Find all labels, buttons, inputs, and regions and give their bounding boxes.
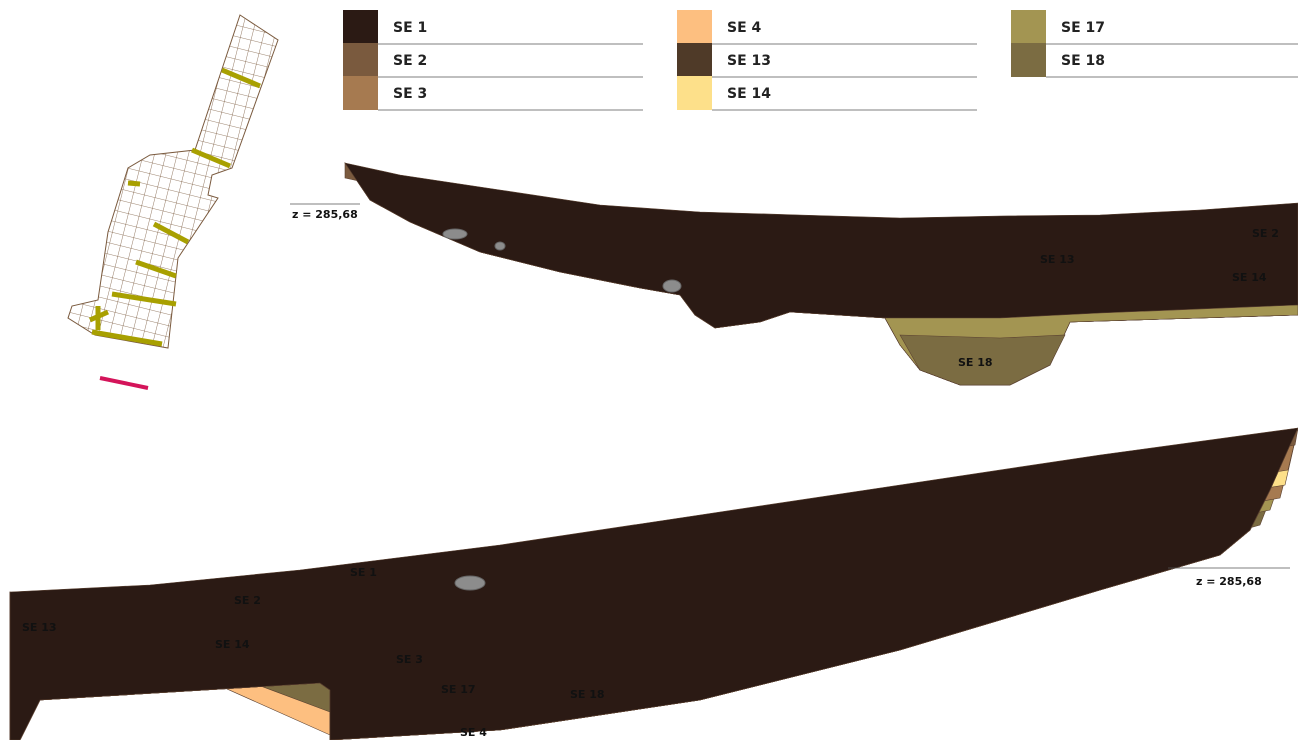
site-plan	[67, 14, 279, 390]
stone	[494, 241, 506, 251]
stone	[662, 279, 682, 293]
layer-label: SE 18	[958, 356, 993, 369]
layer-label: SE 1	[350, 566, 377, 579]
legend-swatch	[677, 76, 712, 110]
layer	[344, 162, 1298, 386]
elevation-label: z = 285,68	[292, 208, 358, 221]
legend-label: SE 14	[727, 86, 771, 102]
legend-label: SE 13	[727, 53, 771, 69]
layer-label: SE 14	[215, 638, 250, 651]
layer-label: SE 18	[570, 688, 605, 701]
stone	[442, 228, 468, 240]
layer-label: SE 17	[441, 683, 476, 696]
legend-swatch	[343, 10, 378, 44]
layer-label: SE 2	[234, 594, 261, 607]
legend-label: SE 3	[393, 86, 427, 102]
elevation-label: z = 285,68	[1196, 575, 1262, 588]
layer-label: SE 14	[1232, 271, 1267, 284]
layer-label: SE 3	[396, 653, 423, 666]
legend-swatch	[1011, 43, 1046, 77]
legend-swatch	[1011, 10, 1046, 44]
trenches	[88, 67, 261, 347]
legend-swatch	[677, 43, 712, 77]
section-2: z = 285,68 SE 1 SE 2 SE 13 SE 14 SE 3 SE 17 SE …	[9, 427, 1298, 741]
legend-swatch	[343, 76, 378, 110]
section-1: z = 285,68 SE 2 SE 13 SE 14 SE 18	[290, 162, 1298, 386]
legend-label: SE 18	[1061, 53, 1105, 69]
layer	[899, 334, 1066, 386]
legend: SE 1 SE 2 SE 3 SE 4 SE 13 SE 14 SE 17 SE 18	[343, 10, 1298, 111]
legend-label: SE 17	[1061, 20, 1105, 36]
legend-swatch	[343, 43, 378, 77]
legend-label: SE 2	[393, 53, 427, 69]
legend-label: SE 1	[393, 20, 427, 36]
layer	[9, 427, 1298, 741]
layer-label: SE 13	[22, 621, 57, 634]
stone	[454, 575, 486, 591]
scale-bar	[99, 376, 149, 390]
legend-swatch	[677, 10, 712, 44]
layer-label: SE 2	[1252, 227, 1279, 240]
legend-label: SE 4	[727, 20, 762, 36]
layer-label: SE 4	[460, 726, 487, 739]
layer-label: SE 13	[1040, 253, 1075, 266]
